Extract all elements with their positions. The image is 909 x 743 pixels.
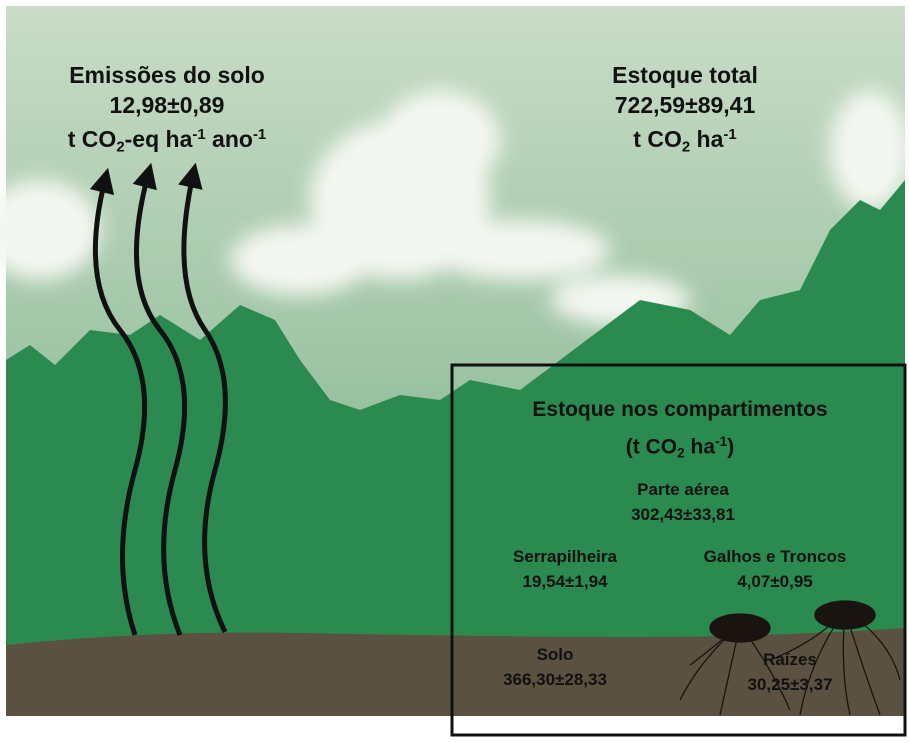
text-part: (t CO: [625, 435, 678, 459]
compartment-box: [450, 363, 907, 737]
text-part: ano: [205, 126, 253, 153]
text-part: 2: [116, 138, 125, 156]
text-part: 2: [677, 445, 685, 461]
text-part: t CO: [633, 126, 682, 153]
item-label: Parte aérea: [637, 480, 729, 499]
item-label: Solo: [536, 645, 574, 664]
item-value: 19,54±1,94: [522, 572, 608, 591]
item-value: 302,43±33,81: [631, 505, 735, 524]
item-label: Raízes: [763, 650, 817, 669]
forest: [6, 180, 905, 716]
item-value: 366,30±28,33: [503, 670, 607, 689]
total-unit: t CO2 ha-1: [633, 120, 736, 163]
text-part: ha: [684, 435, 716, 459]
emissions-title: Emissões do solo: [69, 62, 265, 88]
text-part: 2: [681, 138, 691, 156]
item-value: 4,07±0,95: [737, 572, 813, 591]
item-label: Serrapilheira: [513, 547, 617, 566]
text-part: ha: [690, 126, 724, 153]
emissions-unit: t CO2-eq ha-1 ano-1: [68, 120, 266, 163]
total-title: Estoque total: [612, 62, 758, 88]
text-part: t CO: [67, 126, 117, 153]
text-part: -1: [715, 434, 728, 449]
total-value: 722,59±89,41: [614, 92, 756, 118]
text-part: -1: [723, 126, 737, 143]
text-part: -eq ha: [124, 126, 193, 153]
text-part: -1: [252, 126, 267, 143]
ground: [6, 628, 905, 716]
text-part: ): [727, 435, 735, 459]
item-value: 30,25±3,37: [747, 675, 833, 694]
roots: [679, 600, 901, 716]
text-part: -1: [192, 126, 206, 143]
compartments-title: Estoque nos compartimentos: [532, 398, 828, 421]
item-label: Galhos e Troncos: [703, 547, 847, 566]
clouds: [0, 90, 909, 325]
emission-arrows: [89, 162, 228, 636]
emissions-value: 12,98±0,89: [109, 92, 225, 118]
compartments-unit: (t CO2 ha-1): [626, 427, 734, 469]
